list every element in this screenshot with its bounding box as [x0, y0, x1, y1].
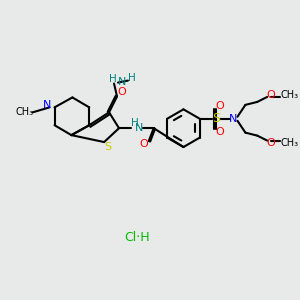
Text: N: N: [135, 123, 143, 133]
Text: O: O: [267, 138, 275, 148]
Text: CH₃: CH₃: [281, 90, 299, 100]
Text: O: O: [267, 90, 275, 100]
Text: H: H: [131, 118, 139, 128]
Text: H: H: [109, 74, 117, 84]
Text: Cl⋅H: Cl⋅H: [124, 231, 150, 244]
Text: CH₃: CH₃: [281, 138, 299, 148]
Text: O: O: [215, 127, 224, 137]
Text: N: N: [118, 76, 126, 87]
Text: N: N: [229, 114, 238, 124]
Text: O: O: [215, 101, 224, 111]
Text: CH₃: CH₃: [16, 107, 34, 117]
Text: S: S: [212, 112, 220, 125]
Text: O: O: [118, 88, 126, 98]
Text: O: O: [140, 139, 148, 149]
Text: H: H: [128, 73, 136, 82]
Text: S: S: [104, 142, 112, 152]
Text: N: N: [42, 100, 51, 110]
